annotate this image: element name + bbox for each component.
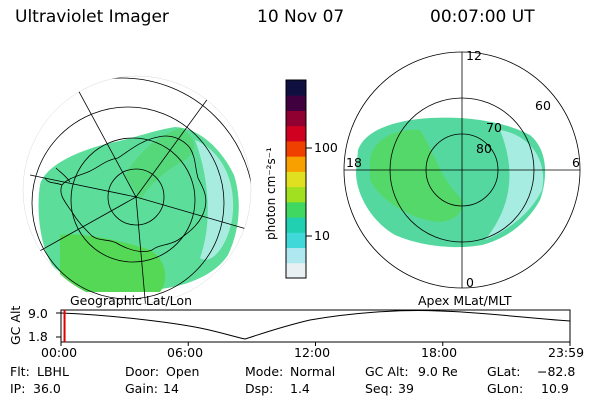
timeline-xtick-2359: 23:59 (548, 345, 584, 360)
ip-label: IP: (10, 381, 25, 396)
timeline-ylabel: GC Alt (8, 306, 23, 345)
altitude-timeline: 9.0 1.8 GC Alt 00:00 06:00 12:00 18:00 2… (8, 306, 584, 360)
flt-label: Flt: (10, 364, 30, 379)
timeline-ytick-9: 9.0 (28, 306, 48, 321)
mlt-label-0: 0 (466, 275, 474, 290)
magnetic-map-panel: 80 70 60 12 18 6 0 (343, 48, 581, 290)
seq-value: 39 (398, 381, 414, 396)
colorbar-segment (286, 95, 306, 111)
timeline-xtick-0600: 06:00 (167, 345, 203, 360)
mode-label: Mode: (245, 364, 283, 379)
mlat-label-80: 80 (476, 141, 492, 156)
glat-label: GLat: (487, 364, 520, 379)
timeline-ytick-1-8: 1.8 (28, 329, 48, 344)
latitude-circle (70, 137, 196, 263)
door-label: Door: (125, 364, 159, 379)
gain-label: Gain: (125, 381, 158, 396)
latitude-circle (23, 77, 251, 304)
colorbar-segment (286, 186, 306, 203)
mode-value: Normal (290, 364, 335, 379)
timeline-xtick-1800: 18:00 (421, 345, 457, 360)
geographic-map-panel (22, 75, 252, 305)
left-panel-label: Geographic Lat/Lon (70, 293, 192, 308)
current-time-marker (63, 310, 66, 342)
glon-label: GLon: (487, 381, 523, 396)
aurora-bright-left (60, 234, 166, 292)
mlt-label-6: 6 (572, 155, 580, 170)
door-value: Open (166, 364, 199, 379)
colorbar-segment (286, 247, 306, 264)
observation-time: 00:07:00 UT (430, 7, 535, 27)
glon-value: 10.9 (541, 381, 569, 396)
mlt-label-12: 12 (466, 48, 482, 63)
colorbar-tick-10: 10 (314, 228, 330, 243)
right-panel-label: Apex MLat/MLT (418, 293, 512, 308)
aurora-band-right (370, 129, 463, 222)
mlat-label-60: 60 (535, 98, 551, 113)
gc-alt-value: 9.0 Re (418, 364, 458, 379)
aurora-fringe-left (195, 140, 234, 260)
dsp-value: 1.4 (290, 381, 310, 396)
colorbar: 100 10 photon cm⁻²s⁻¹ (264, 79, 338, 279)
observation-date: 10 Nov 07 (257, 7, 345, 27)
coastline-island (209, 85, 245, 105)
colorbar-segment (286, 232, 306, 249)
glat-value: −82.8 (537, 364, 575, 379)
colorbar-segment (286, 156, 306, 172)
seq-label: Seq: (365, 381, 393, 396)
colorbar-segment (286, 262, 306, 279)
colorbar-segment (286, 140, 306, 157)
ip-value: 36.0 (33, 381, 61, 396)
colorbar-unit-label: photon cm⁻²s⁻¹ (264, 147, 278, 240)
latitude-circle (31, 106, 225, 300)
gain-value: 14 (163, 381, 179, 396)
colorbar-segment (286, 125, 306, 142)
flt-value: LBHL (37, 364, 69, 379)
image-title: Ultraviolet Imager (15, 7, 169, 27)
mlat-label-70: 70 (486, 120, 502, 135)
coastline-peninsula (44, 167, 71, 186)
latitude-circle (107, 168, 165, 226)
timeline-xtick-1200: 12:00 (294, 345, 330, 360)
gc-alt-label: GC Alt: (365, 364, 409, 379)
colorbar-segment (286, 171, 306, 188)
colorbar-segment (286, 217, 306, 233)
instrument-status: Flt: LBHL IP: 36.0 Door: Open Gain: 14 M… (10, 364, 575, 396)
mlt-label-18: 18 (346, 155, 362, 170)
colorbar-segment (286, 110, 306, 127)
dsp-label: Dsp: (245, 381, 273, 396)
altitude-curve (60, 309, 571, 340)
colorbar-tick-100: 100 (314, 140, 338, 155)
aurora-band-left (125, 128, 195, 200)
aurora-fringe-right (485, 130, 544, 240)
colorbar-segment (286, 201, 306, 218)
timeline-xtick-0000: 00:00 (41, 345, 77, 360)
colorbar-segment (286, 80, 306, 96)
coastline (60, 135, 207, 253)
